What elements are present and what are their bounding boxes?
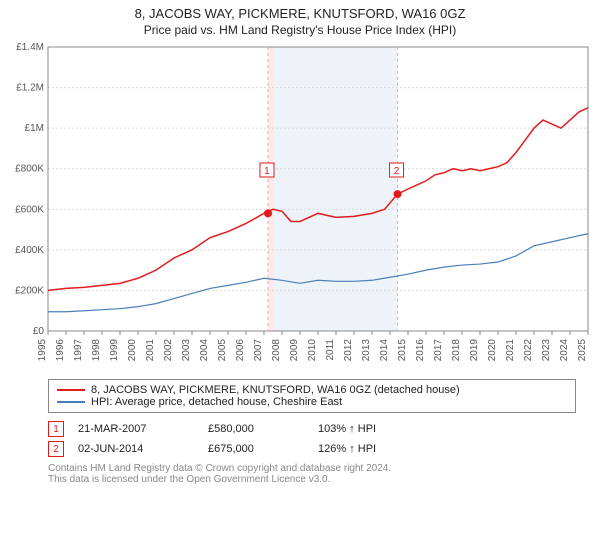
legend-item: 8, JACOBS WAY, PICKMERE, KNUTSFORD, WA16… [57, 384, 567, 396]
footer-attribution: Contains HM Land Registry data © Crown c… [48, 463, 600, 485]
svg-text:2015: 2015 [397, 339, 408, 362]
svg-text:1997: 1997 [73, 339, 84, 362]
event-marker-icon: 1 [48, 421, 64, 437]
svg-text:£200K: £200K [15, 285, 44, 296]
event-hpi: 126% ↑ HPI [318, 443, 376, 455]
chart-subtitle: Price paid vs. HM Land Registry's House … [0, 21, 600, 43]
event-price: £580,000 [208, 423, 318, 435]
event-table: 1 21-MAR-2007£580,000103% ↑ HPI 2 02-JUN-20… [48, 419, 600, 459]
svg-text:2016: 2016 [415, 339, 426, 362]
legend-swatch [57, 401, 85, 403]
footer-line-1: Contains HM Land Registry data © Crown c… [48, 463, 600, 474]
chart-area: £0 £200K £400K £600K £800K £1M £1.2M £1.4M 1995 1… [0, 43, 600, 373]
svg-text:2004: 2004 [199, 339, 210, 362]
svg-text:2024: 2024 [559, 339, 570, 362]
svg-text:2007: 2007 [253, 339, 264, 362]
footer-line-2: This data is licensed under the Open Gov… [48, 474, 600, 485]
svg-text:1998: 1998 [91, 339, 102, 362]
svg-text:2000: 2000 [127, 339, 138, 362]
svg-text:2002: 2002 [163, 339, 174, 362]
svg-text:£800K: £800K [15, 164, 44, 175]
legend-label: 8, JACOBS WAY, PICKMERE, KNUTSFORD, WA16… [91, 384, 460, 396]
svg-text:1999: 1999 [109, 339, 120, 362]
svg-text:2017: 2017 [433, 339, 444, 362]
svg-text:2012: 2012 [343, 339, 354, 362]
svg-text:2013: 2013 [361, 339, 372, 362]
svg-text:2020: 2020 [487, 339, 498, 362]
chart-title: 8, JACOBS WAY, PICKMERE, KNUTSFORD, WA16… [0, 0, 600, 21]
svg-text:2003: 2003 [181, 339, 192, 362]
svg-text:2011: 2011 [325, 339, 336, 361]
event-date: 21-MAR-2007 [78, 423, 208, 435]
svg-text:2009: 2009 [289, 339, 300, 362]
event-date: 02-JUN-2014 [78, 443, 208, 455]
svg-text:1996: 1996 [55, 339, 66, 362]
svg-text:2019: 2019 [469, 339, 480, 362]
svg-text:2006: 2006 [235, 339, 246, 362]
legend-item: HPI: Average price, detached house, Ches… [57, 396, 567, 408]
event-price: £675,000 [208, 443, 318, 455]
legend-label: HPI: Average price, detached house, Ches… [91, 396, 342, 408]
legend-swatch [57, 389, 85, 391]
event-row: 1 21-MAR-2007£580,000103% ↑ HPI [48, 419, 600, 439]
svg-text:£1M: £1M [25, 123, 44, 134]
svg-text:2022: 2022 [523, 339, 534, 362]
svg-text:1995: 1995 [37, 339, 48, 362]
svg-text:2014: 2014 [379, 339, 390, 362]
event-hpi: 103% ↑ HPI [318, 423, 376, 435]
svg-text:£400K: £400K [15, 245, 44, 256]
event-row: 2 02-JUN-2014£675,000126% ↑ HPI [48, 439, 600, 459]
svg-text:£0: £0 [33, 326, 45, 337]
svg-text:£600K: £600K [15, 204, 44, 215]
legend: 8, JACOBS WAY, PICKMERE, KNUTSFORD, WA16… [48, 379, 576, 413]
svg-text:2010: 2010 [307, 339, 318, 362]
svg-text:2: 2 [394, 166, 400, 177]
svg-text:2021: 2021 [505, 339, 516, 362]
svg-text:£1.4M: £1.4M [16, 43, 44, 53]
line-chart: £0 £200K £400K £600K £800K £1M £1.2M £1.4M 1995 1… [0, 43, 600, 373]
svg-text:£1.2M: £1.2M [16, 83, 44, 94]
svg-text:2025: 2025 [577, 339, 588, 362]
svg-text:2023: 2023 [541, 339, 552, 362]
svg-text:2005: 2005 [217, 339, 228, 362]
svg-text:2001: 2001 [145, 339, 156, 362]
event-marker-icon: 2 [48, 441, 64, 457]
svg-text:2018: 2018 [451, 339, 462, 362]
svg-text:1: 1 [264, 166, 270, 177]
svg-text:2008: 2008 [271, 339, 282, 362]
